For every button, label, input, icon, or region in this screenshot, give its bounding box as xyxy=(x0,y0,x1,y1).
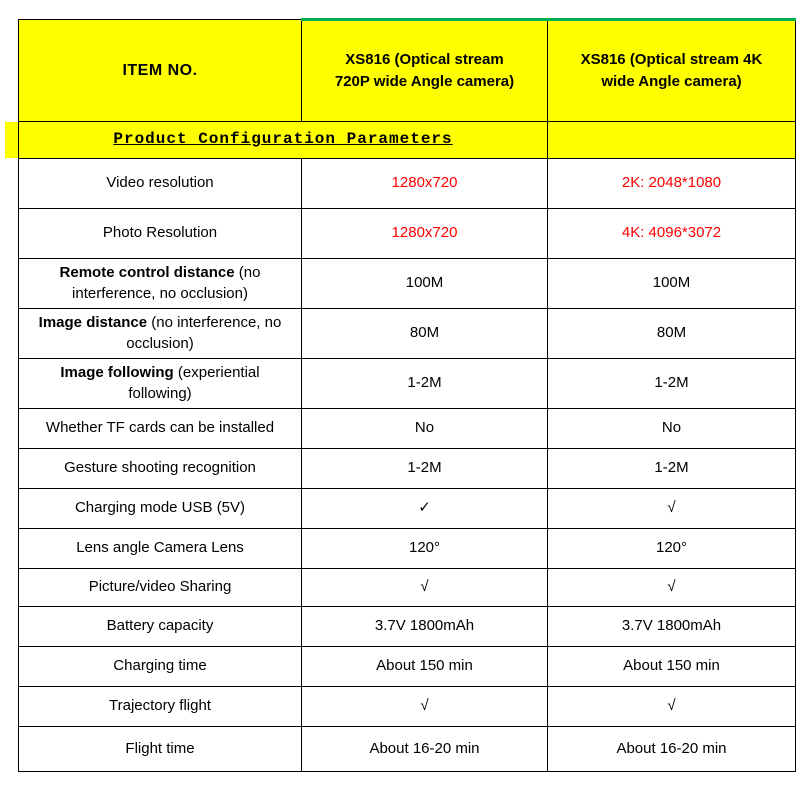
row-label: Image distance (no interference, no occl… xyxy=(18,308,302,359)
row-value-4k: √ xyxy=(547,686,796,727)
spec-table-body: Product Configuration Parameters xyxy=(18,121,796,159)
table-row: Gesture shooting recognition 1-2M 1-2M xyxy=(18,448,796,489)
row-value-4k: 1-2M xyxy=(547,358,796,409)
row-value-720p: About 150 min xyxy=(301,646,548,687)
row-value-720p: 80M xyxy=(301,308,548,359)
row-value-720p: About 16-20 min xyxy=(301,726,548,772)
header-item-no: ITEM NO. xyxy=(18,19,302,122)
table-row: Video resolution 1280x720 2K: 2048*1080 xyxy=(18,158,796,209)
row-value-4k: About 16-20 min xyxy=(547,726,796,772)
row-value-720p: 1-2M xyxy=(301,358,548,409)
row-value-4k: √ xyxy=(547,488,796,529)
header-row: ITEM NO. XS816 (Optical stream 720P wide… xyxy=(18,18,796,122)
row-label: Charging time xyxy=(18,646,302,687)
row-value-720p: 3.7V 1800mAh xyxy=(301,606,548,647)
header-model-4k: XS816 (Optical stream 4K wide Angle came… xyxy=(547,18,796,122)
table-row: Remote control distance (no interference… xyxy=(18,258,796,309)
row-label: Gesture shooting recognition xyxy=(18,448,302,489)
table-row: Trajectory flight √ √ xyxy=(18,686,796,727)
section-row: Product Configuration Parameters xyxy=(18,121,796,159)
section-empty-cell xyxy=(547,121,796,159)
table-row: Image distance (no interference, no occl… xyxy=(18,308,796,359)
row-value-4k: 80M xyxy=(547,308,796,359)
row-value-4k: 1-2M xyxy=(547,448,796,489)
row-value-4k: 2K: 2048*1080 xyxy=(547,158,796,209)
table-row: Flight time About 16-20 min About 16-20 mi… xyxy=(18,726,796,772)
row-value-720p: No xyxy=(301,408,548,449)
row-label: Image following (experiential following) xyxy=(18,358,302,409)
row-value-720p: 1280x720 xyxy=(301,158,548,209)
section-title: Product Configuration Parameters xyxy=(18,121,548,159)
row-label: Picture/video Sharing xyxy=(18,568,302,607)
table-row: Charging mode USB (5V) ✓ √ xyxy=(18,488,796,529)
spec-table-header: ITEM NO. XS816 (Optical stream 720P wide… xyxy=(18,18,796,122)
table-row: Photo Resolution 1280x720 4K: 4096*3072 xyxy=(18,208,796,259)
row-value-720p: √ xyxy=(301,686,548,727)
row-label: Charging mode USB (5V) xyxy=(18,488,302,529)
spec-table: ITEM NO. XS816 (Optical stream 720P wide… xyxy=(18,18,796,772)
row-label: Video resolution xyxy=(18,158,302,209)
table-row: Image following (experiential following)… xyxy=(18,358,796,409)
row-value-720p: ✓ xyxy=(301,488,548,529)
table-row: Picture/video Sharing √ √ xyxy=(18,568,796,607)
table-row: Whether TF cards can be installed No No xyxy=(18,408,796,449)
row-value-4k: 4K: 4096*3072 xyxy=(547,208,796,259)
spec-table-rows: Video resolution 1280x720 2K: 2048*1080 Pho… xyxy=(18,158,796,772)
row-value-720p: 1-2M xyxy=(301,448,548,489)
row-value-4k: 120° xyxy=(547,528,796,569)
row-label: Remote control distance (no interference… xyxy=(18,258,302,309)
section-row-overhang xyxy=(5,122,19,158)
row-label: Photo Resolution xyxy=(18,208,302,259)
row-label-bold: Remote control distance xyxy=(59,264,235,282)
row-label: Whether TF cards can be installed xyxy=(18,408,302,449)
row-value-720p: 1280x720 xyxy=(301,208,548,259)
row-value-4k: 3.7V 1800mAh xyxy=(547,606,796,647)
row-value-720p: √ xyxy=(301,568,548,607)
row-label: Flight time xyxy=(18,726,302,772)
row-value-4k: About 150 min xyxy=(547,646,796,687)
row-label: Battery capacity xyxy=(18,606,302,647)
row-label-bold: Image distance xyxy=(38,314,148,332)
header-model-720p: XS816 (Optical stream 720P wide Angle ca… xyxy=(301,18,548,122)
table-row: Battery capacity 3.7V 1800mAh 3.7V 1800mAh xyxy=(18,606,796,647)
table-row: Charging time About 150 min About 150 min xyxy=(18,646,796,687)
row-label-bold: Image following xyxy=(60,364,174,382)
table-row: Lens angle Camera Lens 120° 120° xyxy=(18,528,796,569)
row-value-4k: √ xyxy=(547,568,796,607)
row-value-4k: No xyxy=(547,408,796,449)
row-label: Lens angle Camera Lens xyxy=(18,528,302,569)
row-value-4k: 100M xyxy=(547,258,796,309)
row-value-720p: 120° xyxy=(301,528,548,569)
row-label: Trajectory flight xyxy=(18,686,302,727)
row-value-720p: 100M xyxy=(301,258,548,309)
